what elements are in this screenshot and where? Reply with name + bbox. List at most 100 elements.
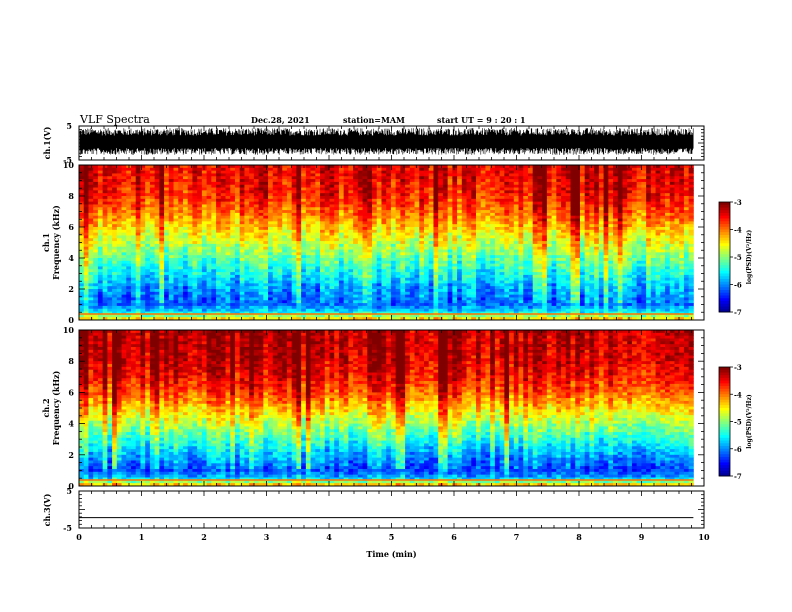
ch1-spec-cell bbox=[679, 167, 685, 172]
ch1-spec-cell bbox=[527, 198, 534, 203]
ch1-spec-cell bbox=[542, 204, 548, 208]
ch1-spec-cell bbox=[622, 198, 628, 203]
ch1-spec-cell bbox=[277, 235, 283, 239]
ch1-spec-cell bbox=[627, 246, 633, 250]
ch1-spec-cell bbox=[225, 187, 231, 191]
ch1-spec-cell bbox=[471, 255, 477, 259]
ch1-spec-cell bbox=[97, 201, 104, 205]
ch1-spec-cell bbox=[556, 207, 562, 211]
ch1-spec-cell bbox=[296, 170, 302, 174]
ch1-spec-cell bbox=[357, 204, 363, 208]
ch1-spec-cell bbox=[438, 258, 444, 262]
ch1-spec-cell bbox=[466, 229, 472, 234]
ch1-spec-cell bbox=[145, 210, 151, 214]
ch1-spec-cell bbox=[268, 215, 274, 219]
ch1-spec-cell bbox=[116, 215, 122, 219]
ch1-spec-cell bbox=[409, 167, 415, 172]
ch1-spec-cell bbox=[197, 215, 203, 219]
ch1-spec-cell bbox=[603, 196, 609, 200]
ch1-spec-cell bbox=[646, 224, 652, 228]
ch1-spec-cell bbox=[107, 187, 113, 191]
ch1-spec-cell bbox=[178, 227, 184, 231]
ch1-spec-cell bbox=[197, 232, 203, 236]
ch1-spec-cell bbox=[206, 249, 212, 253]
ch1-spec-cell bbox=[329, 179, 335, 183]
ch1-spec-cell bbox=[660, 232, 666, 236]
ch1-spec-cell bbox=[475, 201, 482, 205]
ch1-spec-cell bbox=[400, 243, 406, 248]
ch1-spec-cell bbox=[97, 184, 104, 188]
ch1-spec-cell bbox=[173, 224, 179, 228]
ch1-spec-cell bbox=[537, 198, 543, 203]
ch1-spec-cell bbox=[584, 238, 590, 242]
ch1-spec-cell bbox=[414, 218, 420, 222]
ch1-spec-cell bbox=[376, 176, 382, 180]
ch1-spec-cell bbox=[433, 184, 439, 188]
ch1-spec-cell bbox=[542, 181, 548, 186]
ch1-spec-cell bbox=[674, 224, 680, 228]
ch1-spec-cell bbox=[168, 184, 174, 188]
ch1-spec-cell bbox=[310, 193, 316, 197]
ch1-spec-cell bbox=[112, 181, 118, 186]
ch1-spec-cell bbox=[225, 165, 231, 169]
ch1-spec-cell bbox=[130, 224, 137, 228]
ch1-spec-cell bbox=[594, 170, 600, 174]
ch1-spec-cell bbox=[145, 218, 151, 222]
ch1-spec-cell bbox=[419, 207, 425, 211]
ch1-spec-cell bbox=[362, 238, 368, 242]
ch1-spec-cell bbox=[301, 207, 307, 211]
ch1-spec-cell bbox=[598, 255, 604, 259]
ch1-spec-cell bbox=[310, 238, 316, 242]
ch1-spec-cell bbox=[627, 201, 633, 205]
ch1-spec-cell bbox=[485, 201, 491, 205]
ch1-spec-cell bbox=[424, 215, 430, 219]
ch1-spec-cell bbox=[509, 232, 515, 236]
ch1-spec-cell bbox=[192, 184, 198, 188]
ch1-spec-cell bbox=[683, 207, 690, 211]
ch1-spec-cell bbox=[102, 196, 108, 200]
ch1-spec-cell bbox=[650, 215, 656, 219]
ch1-spec-cell bbox=[253, 249, 259, 253]
ch1-spec-cell bbox=[79, 263, 85, 267]
ch1-spec-cell bbox=[310, 246, 316, 250]
ch1-spec-cell bbox=[116, 204, 122, 208]
ch1-spec-cell bbox=[641, 184, 647, 188]
ch1-spec-cell bbox=[414, 238, 420, 242]
ch1-spec-cell bbox=[93, 260, 99, 265]
ch1-spec-cell bbox=[475, 221, 482, 225]
ch1-spec-cell bbox=[296, 196, 302, 200]
ch1-spec-cell bbox=[646, 263, 652, 267]
ch1-spec-cell bbox=[683, 221, 690, 225]
ch1-spec-cell bbox=[244, 212, 250, 217]
ch1-spec-cell bbox=[494, 207, 501, 211]
ch1-spec-cell bbox=[466, 215, 472, 219]
ch1-spec-cell bbox=[234, 184, 241, 188]
ch1-spec-cell bbox=[641, 193, 647, 197]
ch1-spec-cell bbox=[149, 221, 156, 225]
ch1-spec-cell bbox=[494, 258, 501, 262]
ch1-spec-cell bbox=[225, 263, 231, 267]
ch1-spec-cell bbox=[556, 249, 562, 253]
ch1-spec-cell bbox=[277, 258, 283, 262]
ch1-spec-cell bbox=[286, 218, 293, 222]
ch1-spec-cell bbox=[419, 255, 425, 259]
ch1-spec-cell bbox=[494, 241, 501, 245]
ch1-spec-cell bbox=[688, 179, 694, 183]
ch1-spec-cell bbox=[381, 260, 387, 265]
ch1-spec-cell bbox=[679, 260, 685, 265]
ch1-spec-cell bbox=[688, 184, 694, 188]
ch1-spec-cell bbox=[348, 165, 354, 169]
ch1-spec-cell bbox=[665, 224, 671, 228]
ch1-spec-cell bbox=[112, 187, 118, 191]
ch1-spec-cell bbox=[216, 235, 222, 239]
ch1-spec-cell bbox=[603, 227, 609, 231]
ch1-spec-cell bbox=[504, 221, 510, 225]
ch1-spec-cell bbox=[579, 215, 586, 219]
ch1-spec-cell bbox=[475, 170, 482, 174]
ch1-spec-cell bbox=[447, 176, 453, 180]
ch1-spec-cell bbox=[494, 218, 501, 222]
ch1-spec-cell bbox=[197, 266, 203, 270]
ch1-spec-cell bbox=[395, 201, 401, 205]
ch1-spec-cell bbox=[405, 207, 411, 211]
ch1-spec-cell bbox=[168, 165, 174, 169]
